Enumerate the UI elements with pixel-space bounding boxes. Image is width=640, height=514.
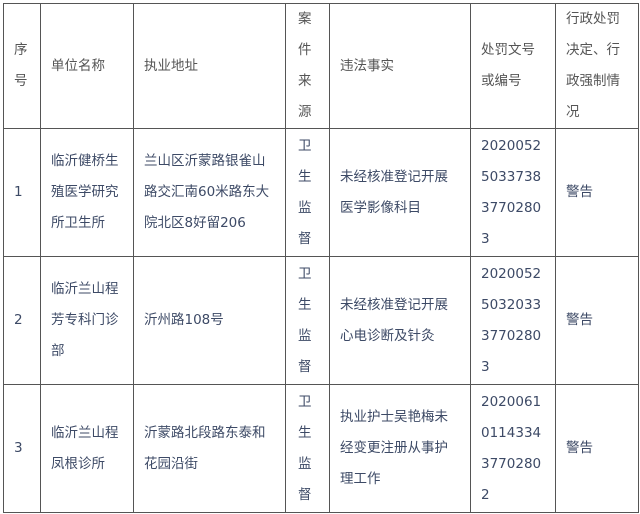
cell-unit-name: 临沂兰山程 凤根诊所 [40,384,134,513]
cell-case-source: 卫 生 监 督 [285,128,330,257]
header-violation: 违法事实 [329,3,471,129]
table-row: 3 临沂兰山程 凤根诊所 沂蒙路北段路东泰和 花园沿街 卫 生 监 督 执业护士… [3,384,639,513]
table-row: 2 临沂兰山程 芳专科门诊 部 沂州路108号 卫 生 监 督 未经核准登记开展… [3,256,639,385]
table-row: 1 临沂健桥生 殖医学研究 所卫生所 兰山区沂蒙路银雀山 路交汇南60米路东大 … [3,128,639,257]
cell-address: 兰山区沂蒙路银雀山 路交汇南60米路东大 院北区8好留206 [133,128,286,257]
table-header-row: 序 号 单位名称 执业地址 案 件 来 源 违法事实 处罚文号 或编号 行政处罚… [3,3,639,129]
cell-violation: 未经核准登记开展 医学影像科目 [329,128,471,257]
cell-index: 1 [3,128,41,257]
header-case-source: 案 件 来 源 [285,3,330,129]
cell-decision: 警告 [555,128,639,257]
header-address: 执业地址 [133,3,286,129]
penalty-table: 序 号 单位名称 执业地址 案 件 来 源 违法事实 处罚文号 或编号 行政处罚… [3,3,639,513]
cell-violation: 执业护士吴艳梅未 经变更注册从事护 理工作 [329,384,471,513]
header-decision: 行政处罚 决定、行 政强制情 况 [555,3,639,129]
cell-violation: 未经核准登记开展 心电诊断及针灸 [329,256,471,385]
cell-index: 2 [3,256,41,385]
cell-address: 沂蒙路北段路东泰和 花园沿街 [133,384,286,513]
cell-doc-number: 2020052 5033738 3770280 3 [470,128,556,257]
cell-address: 沂州路108号 [133,256,286,385]
header-unit-name: 单位名称 [40,3,134,129]
header-doc-number: 处罚文号 或编号 [470,3,556,129]
cell-decision: 警告 [555,384,639,513]
header-index: 序 号 [3,3,41,129]
cell-doc-number: 2020061 0114334 3770280 2 [470,384,556,513]
cell-case-source: 卫 生 监 督 [285,256,330,385]
cell-unit-name: 临沂兰山程 芳专科门诊 部 [40,256,134,385]
cell-unit-name: 临沂健桥生 殖医学研究 所卫生所 [40,128,134,257]
cell-index: 3 [3,384,41,513]
cell-doc-number: 2020052 5032033 3770280 3 [470,256,556,385]
cell-decision: 警告 [555,256,639,385]
cell-case-source: 卫 生 监 督 [285,384,330,513]
